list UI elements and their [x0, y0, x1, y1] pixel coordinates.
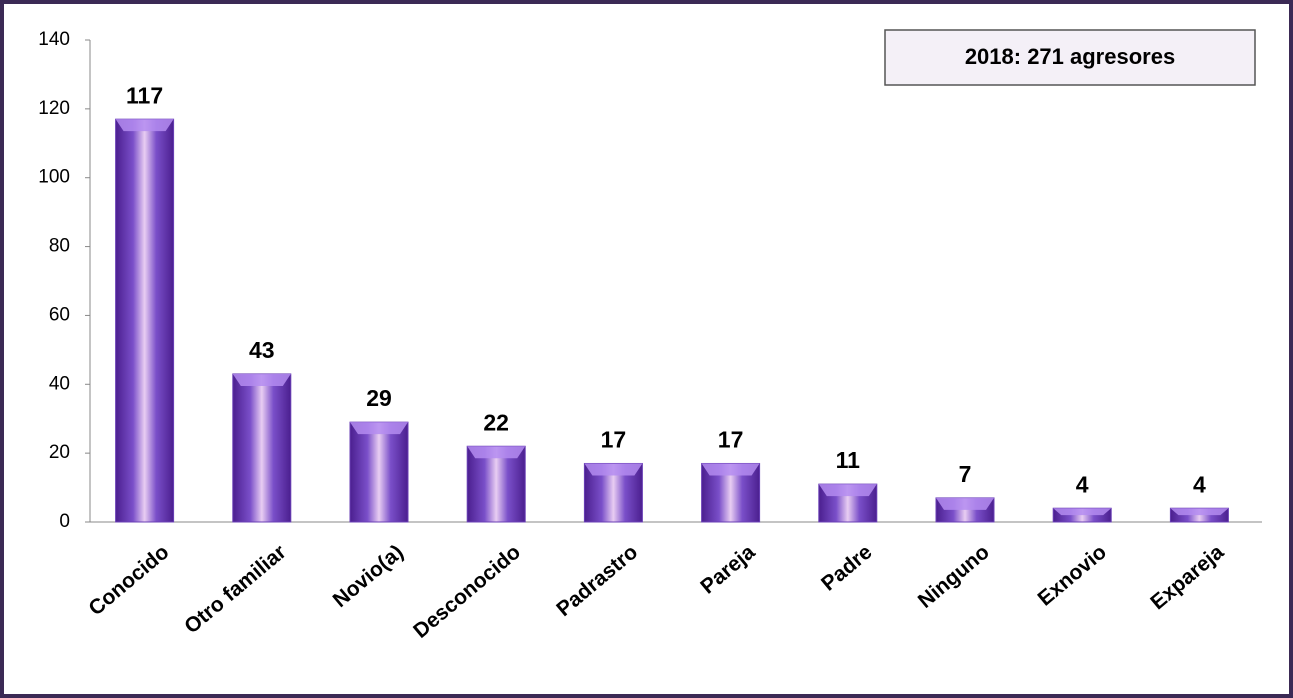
value-label: 17 [601, 427, 627, 453]
value-label: 11 [836, 447, 861, 473]
y-tick-label: 0 [59, 511, 70, 532]
bar-cap [818, 484, 877, 497]
bar-cap [1053, 508, 1112, 516]
value-label: 4 [1076, 471, 1089, 497]
value-label: 117 [126, 82, 163, 108]
y-tick-label: 20 [49, 442, 70, 463]
y-tick-label: 80 [49, 236, 70, 257]
y-tick-label: 40 [49, 373, 70, 394]
value-label: 22 [483, 409, 509, 435]
value-label: 4 [1193, 471, 1206, 497]
bar [466, 445, 526, 523]
bar [232, 373, 292, 523]
bar-cap [1170, 508, 1229, 516]
bar-cap [936, 497, 994, 510]
bar-cap [701, 463, 760, 476]
value-label: 7 [959, 461, 972, 487]
y-tick-label: 140 [38, 29, 70, 50]
bar-cap [584, 463, 643, 476]
bar-cap [115, 119, 174, 132]
y-tick-label: 120 [38, 98, 70, 119]
y-tick-label: 60 [49, 304, 70, 325]
bar-cap [350, 422, 408, 435]
y-tick-label: 100 [38, 167, 70, 188]
value-label: 17 [718, 427, 744, 453]
annotation: 2018: 271 agresores [965, 44, 1175, 69]
bar-cap [232, 373, 291, 386]
value-label: 43 [249, 337, 275, 363]
bar [115, 118, 175, 523]
annotation-box [884, 29, 1256, 86]
value-label: 29 [366, 385, 392, 411]
bar-cap [467, 446, 526, 459]
bar [349, 421, 409, 523]
